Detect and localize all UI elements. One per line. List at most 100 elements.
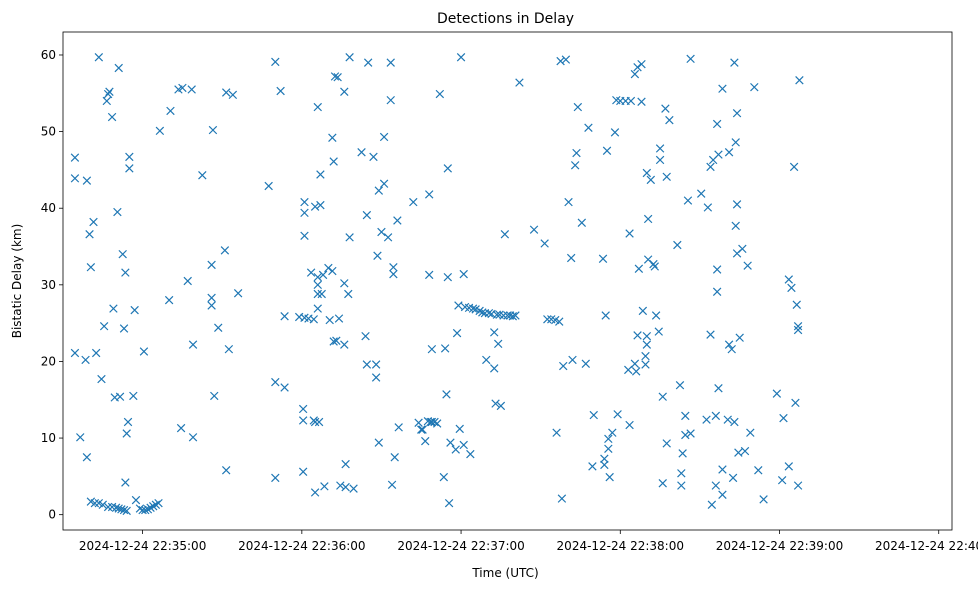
data-point xyxy=(371,360,381,369)
y-tick-label: 30 xyxy=(41,278,56,292)
data-point xyxy=(564,197,573,207)
data-point xyxy=(714,150,723,159)
data-point xyxy=(417,425,426,434)
data-point xyxy=(341,459,350,469)
x-tick-label: 2024-12-24 22:38:00 xyxy=(557,539,684,553)
data-point xyxy=(121,478,130,487)
data-point xyxy=(728,473,738,483)
data-point xyxy=(306,268,316,277)
data-point xyxy=(459,440,468,450)
data-point xyxy=(300,231,309,241)
data-point xyxy=(581,359,591,368)
data-point xyxy=(662,172,671,182)
data-point xyxy=(730,58,739,67)
y-tick-label: 20 xyxy=(41,354,56,368)
data-point xyxy=(125,164,134,173)
data-point xyxy=(678,449,687,458)
data-point xyxy=(141,505,150,515)
data-point xyxy=(151,500,161,509)
data-point xyxy=(557,494,567,503)
data-point xyxy=(630,69,640,79)
data-point xyxy=(598,254,608,264)
data-point xyxy=(119,324,129,333)
data-point xyxy=(149,502,158,511)
data-point xyxy=(221,88,231,97)
data-point xyxy=(90,498,100,508)
data-point xyxy=(718,465,727,474)
data-point xyxy=(276,86,285,96)
y-tick-label: 40 xyxy=(41,201,56,215)
data-point xyxy=(795,76,804,85)
data-point xyxy=(210,391,219,401)
data-point xyxy=(310,202,320,211)
data-point xyxy=(340,279,349,288)
data-point xyxy=(208,125,218,135)
data-point xyxy=(99,321,109,331)
data-point xyxy=(89,217,98,227)
data-point xyxy=(727,344,736,354)
data-point xyxy=(650,262,660,271)
data-point xyxy=(642,168,652,178)
data-point xyxy=(328,133,337,142)
data-point xyxy=(712,119,722,129)
data-point xyxy=(654,327,663,336)
data-point xyxy=(130,305,139,315)
data-point xyxy=(164,295,174,305)
data-point xyxy=(298,404,308,414)
data-point xyxy=(129,391,138,401)
data-point xyxy=(643,214,653,224)
data-point xyxy=(600,454,609,463)
data-point xyxy=(421,436,430,446)
data-point xyxy=(233,289,243,298)
data-point xyxy=(379,179,389,188)
data-point xyxy=(655,144,665,153)
data-point xyxy=(577,218,587,227)
data-point xyxy=(313,272,322,282)
data-point xyxy=(109,304,118,313)
data-point xyxy=(440,344,450,353)
data-point xyxy=(703,203,713,212)
data-point xyxy=(122,429,131,438)
data-point xyxy=(613,410,622,419)
data-point xyxy=(224,344,234,354)
data-point xyxy=(658,479,667,488)
data-point xyxy=(363,58,373,67)
data-point xyxy=(637,97,646,106)
data-point xyxy=(566,253,576,263)
data-point xyxy=(630,359,640,368)
x-axis: 2024-12-24 22:35:00 2024-12-24 22:36:00 20… xyxy=(79,530,978,553)
data-point xyxy=(706,330,715,339)
data-point xyxy=(759,495,768,504)
data-point xyxy=(443,164,453,173)
y-tick-label: 60 xyxy=(41,48,56,62)
data-point xyxy=(432,419,442,428)
data-point xyxy=(300,208,309,218)
plot-frame xyxy=(62,31,953,531)
data-point xyxy=(529,225,539,234)
data-point xyxy=(300,197,309,207)
data-point xyxy=(114,63,123,73)
data-point xyxy=(675,380,685,390)
data-point xyxy=(642,340,652,349)
data-point xyxy=(103,502,113,512)
data-point xyxy=(499,311,508,320)
data-point xyxy=(198,171,207,180)
data-point xyxy=(792,300,801,309)
data-point xyxy=(166,106,175,116)
y-tick-label: 0 xyxy=(48,508,56,522)
data-point xyxy=(468,304,478,313)
data-point xyxy=(340,340,349,349)
data-point xyxy=(427,417,437,427)
data-point xyxy=(732,200,742,209)
data-point xyxy=(316,200,325,210)
data-point xyxy=(85,230,94,239)
data-point xyxy=(131,495,141,505)
data-point xyxy=(740,446,750,456)
data-point xyxy=(540,239,549,248)
data-point xyxy=(369,152,378,162)
data-point xyxy=(374,438,384,447)
data-point xyxy=(111,503,121,513)
data-point xyxy=(155,126,165,136)
data-point xyxy=(456,53,466,62)
data-point xyxy=(543,315,552,324)
